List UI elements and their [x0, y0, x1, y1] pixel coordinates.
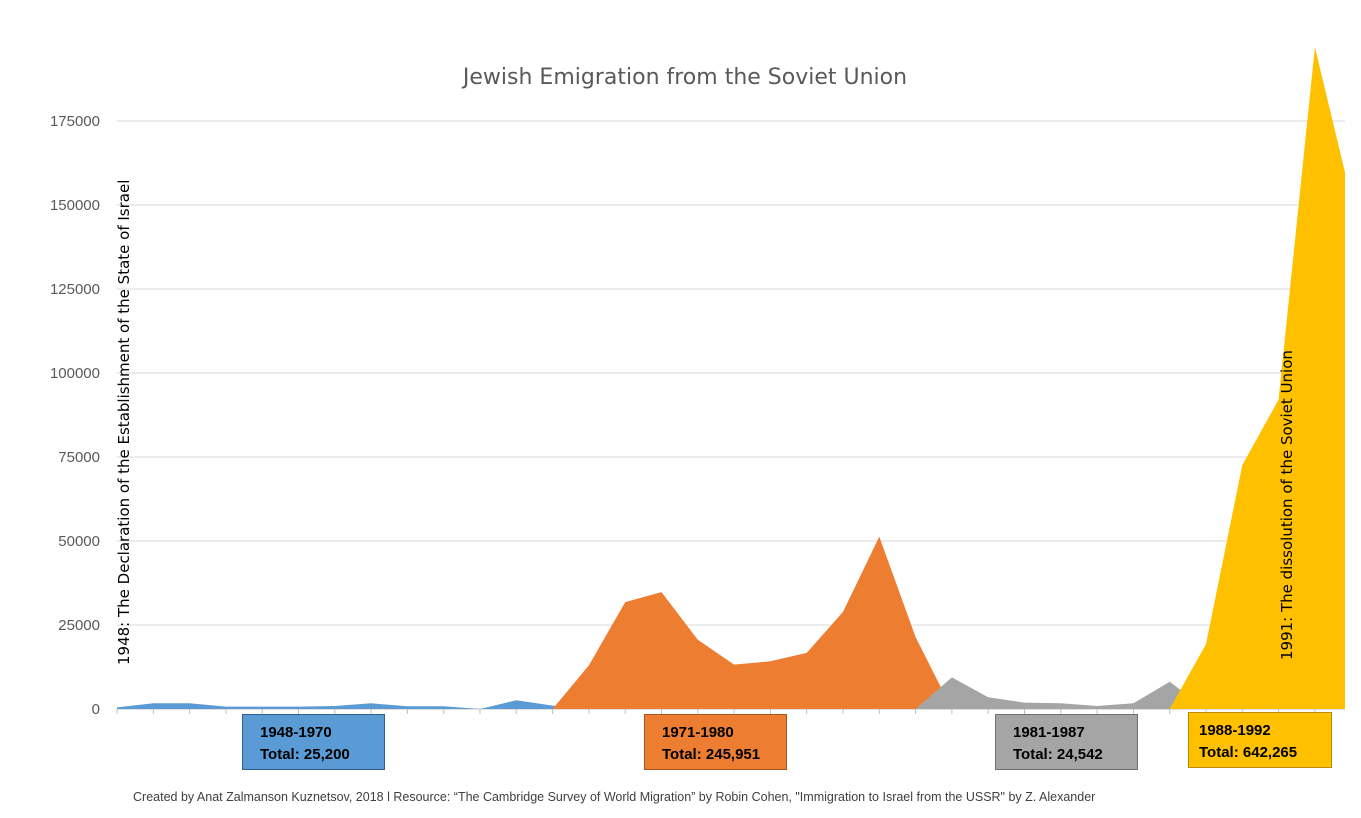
y-tick-label: 50000 [58, 533, 100, 550]
period-box-total: Total: 642,265 [1199, 744, 1298, 761]
area-1971-1980 [552, 536, 952, 709]
area-series [117, 47, 1345, 709]
y-tick-label: 100000 [50, 365, 100, 382]
y-tick-label: 25000 [58, 617, 100, 634]
annotation-1991: 1991: The dissolution of the Soviet Unio… [1278, 350, 1296, 660]
period-box-total: Total: 245,951 [662, 746, 761, 763]
y-tick-label: 0 [92, 701, 100, 718]
period-box-label: 1948-1970 [260, 724, 332, 741]
period-box-label: 1971-1980 [662, 724, 734, 741]
area-1981-1987 [915, 677, 1206, 709]
source-credit: Created by Anat Zalmanson Kuznetsov, 201… [133, 790, 1096, 804]
gridlines [116, 120, 1345, 714]
y-axis-ticks: 0 25000 50000 75000 100000 125000 150000 175000 [50, 113, 100, 718]
y-tick-label: 150000 [50, 197, 100, 214]
period-box-1971-1980: 1971-1980 Total: 245,951 [644, 714, 787, 770]
period-box-1988-1992: 1988-1992 Total: 642,265 [1188, 712, 1332, 768]
y-tick-label: 75000 [58, 449, 100, 466]
y-tick-label: 175000 [50, 113, 100, 130]
annotation-1948: 1948: The Declaration of the Establishme… [115, 180, 133, 665]
period-box-1981-1987: 1981-1987 Total: 24,542 [995, 714, 1138, 770]
area-1988-1992 [1169, 47, 1345, 709]
period-box-1948-1970: 1948-1970 Total: 25,200 [242, 714, 385, 770]
area-1948-1970 [117, 700, 589, 709]
period-box-total: Total: 24,542 [1013, 746, 1103, 763]
period-box-total: Total: 25,200 [260, 746, 350, 763]
y-tick-label: 125000 [50, 281, 100, 298]
period-box-label: 1981-1987 [1013, 724, 1085, 741]
period-box-label: 1988-1992 [1199, 722, 1271, 739]
chart-title: Jewish Emigration from the Soviet Union [461, 65, 907, 90]
